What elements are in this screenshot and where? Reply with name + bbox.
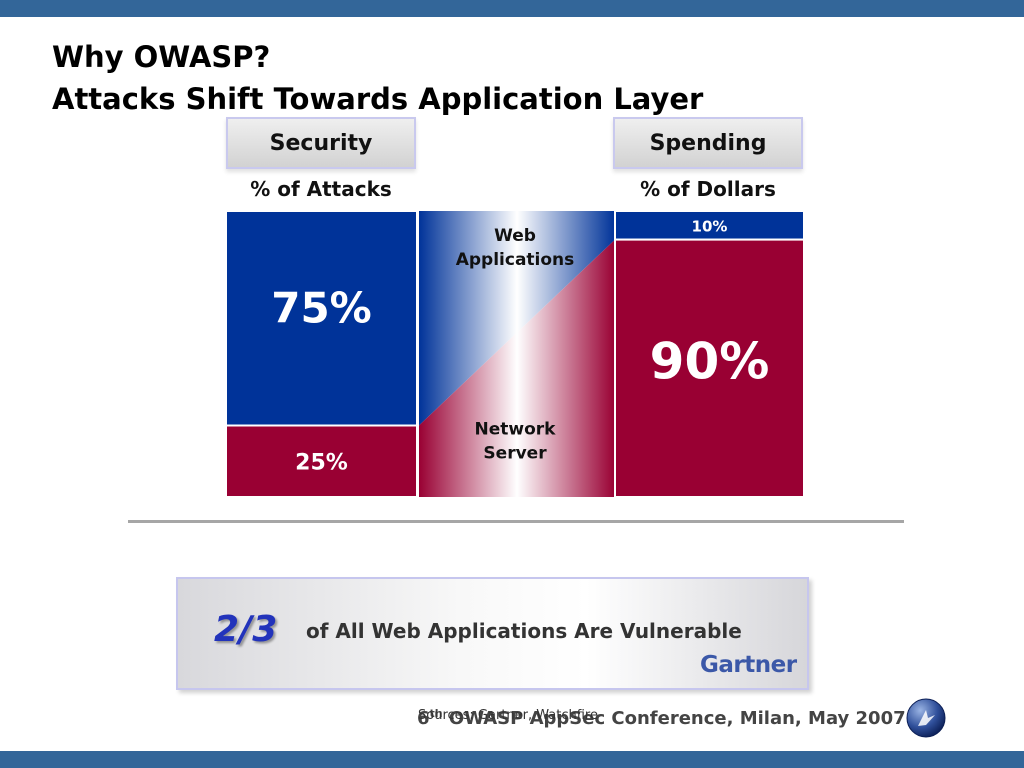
spending-network-bar xyxy=(614,238,805,498)
spending-web-label: 10% xyxy=(692,217,728,235)
web-label-line-1: Web xyxy=(494,226,536,246)
top-band xyxy=(0,0,1024,17)
footer-conference: OWASP AppSec Conference, Milan, May 2007 xyxy=(442,708,906,729)
web-label-line-2: Applications xyxy=(456,250,575,270)
security-network-bar xyxy=(225,424,418,498)
spending-header: Spending xyxy=(613,117,803,169)
footer-ordinal-suffix: th xyxy=(429,707,443,720)
dollars-subtitle: % of Dollars xyxy=(640,177,776,201)
gartner-logo: Gartner xyxy=(700,652,797,678)
network-label-line-1: Network xyxy=(475,420,557,440)
source-note: Sources: Gartner, Watchfire xyxy=(418,708,598,723)
owasp-logo-icon xyxy=(906,698,946,738)
vulnerability-callout: 2/3 of All Web Applications Are Vulnerab… xyxy=(176,577,809,690)
bottom-band xyxy=(0,751,1024,768)
conference-footer: 6th OWASP AppSec Conference, Milan, May … xyxy=(417,707,906,729)
security-web-label: 75% xyxy=(271,284,372,333)
spending-network-label: 90% xyxy=(650,333,770,391)
security-web-bar xyxy=(225,210,418,427)
attacks-subtitle: % of Attacks xyxy=(250,177,392,201)
title-line-1: Why OWASP? xyxy=(52,40,271,74)
web-applications-transition xyxy=(419,211,615,426)
footer-ordinal: 6 xyxy=(417,708,430,729)
divider-line xyxy=(128,520,904,523)
network-label-line-2: Server xyxy=(483,444,547,464)
network-server-transition xyxy=(419,239,615,497)
title-line-2: Attacks Shift Towards Application Layer xyxy=(52,82,704,116)
spending-web-bar xyxy=(614,210,805,241)
fraction-value: 2/3 xyxy=(214,609,278,650)
security-header: Security xyxy=(226,117,416,169)
callout-text: of All Web Applications Are Vulnerable xyxy=(306,619,742,643)
slide-title: Why OWASP? Attacks Shift Towards Applica… xyxy=(52,36,703,120)
security-network-label: 25% xyxy=(295,450,348,475)
